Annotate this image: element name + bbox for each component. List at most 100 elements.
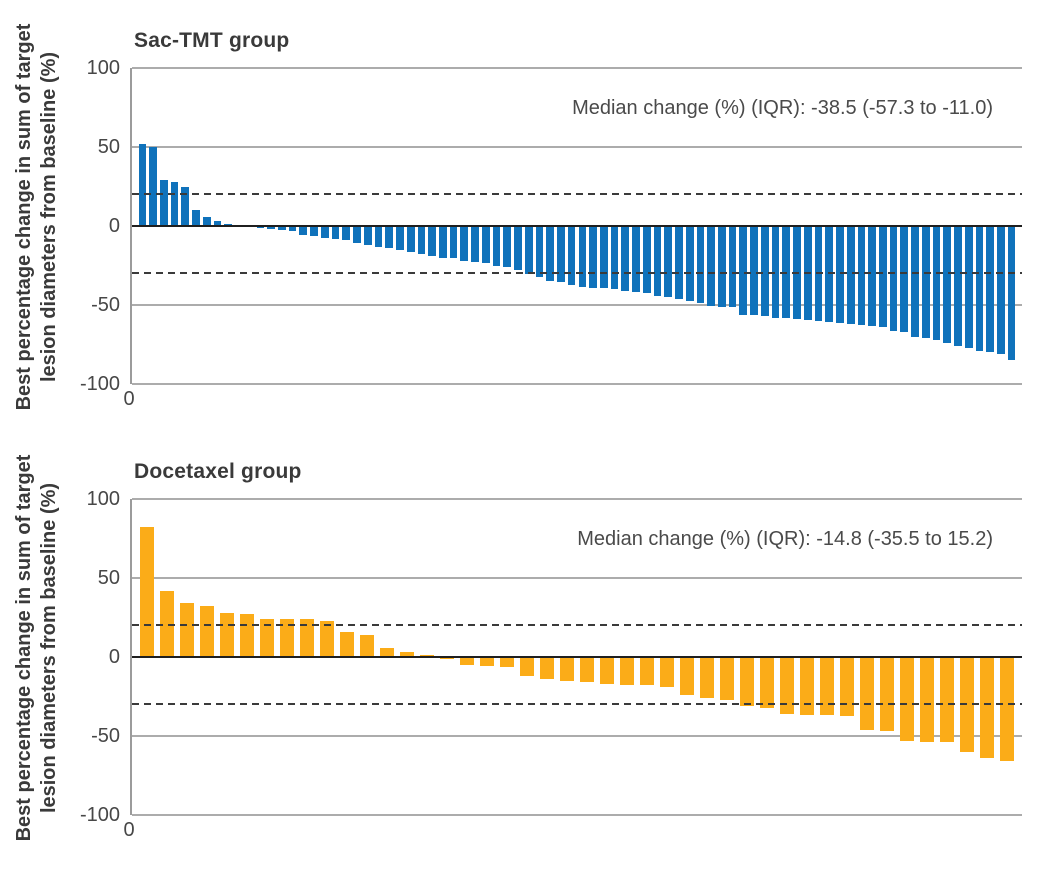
waterfall-bar	[900, 226, 909, 332]
waterfall-bar	[659, 657, 675, 688]
y-tick-label: 100	[86, 488, 120, 510]
waterfall-bar	[728, 226, 737, 308]
waterfall-bar	[278, 226, 286, 230]
waterfall-bar	[428, 226, 436, 257]
waterfall-bar	[975, 226, 984, 351]
waterfall-bar	[859, 657, 875, 730]
waterfall-bar	[642, 226, 651, 294]
waterfall-bar	[750, 226, 758, 316]
waterfall-bar	[782, 226, 791, 319]
waterfall-bar	[621, 226, 630, 291]
gridline	[132, 498, 1022, 500]
waterfall-bar	[179, 603, 195, 657]
waterfall-bar	[664, 226, 673, 298]
reference-dashed-line	[132, 193, 1022, 196]
waterfall-bar	[471, 226, 479, 263]
gridline	[132, 304, 1022, 306]
waterfall-bar	[857, 226, 866, 325]
waterfall-bar	[559, 657, 575, 681]
gridline	[132, 146, 1022, 148]
waterfall-bar	[310, 226, 318, 237]
waterfall-bar	[932, 226, 941, 340]
waterfall-bar	[997, 226, 1005, 354]
waterfall-bar	[679, 657, 695, 695]
waterfall-bar	[911, 226, 919, 337]
waterfall-bar	[846, 226, 855, 324]
waterfall-bar	[771, 226, 780, 318]
waterfall-bar	[619, 657, 635, 685]
waterfall-bar	[639, 657, 655, 686]
zero-axis-line	[132, 655, 1022, 659]
y-tick-label: 50	[97, 567, 120, 589]
waterfall-bar	[449, 226, 458, 259]
waterfall-bar	[760, 226, 769, 317]
waterfall-bar	[921, 226, 930, 339]
waterfall-bar	[819, 657, 835, 716]
waterfall-bar	[718, 226, 726, 307]
waterfall-bar	[385, 226, 394, 249]
waterfall-bar	[759, 657, 775, 708]
waterfall-bar	[999, 657, 1015, 762]
waterfall-bar	[359, 634, 375, 657]
waterfall-bar	[417, 226, 426, 254]
waterfall-bar	[589, 226, 597, 288]
waterfall-bar	[1007, 226, 1016, 360]
waterfall-bar	[546, 226, 555, 281]
y-axis-ticks-sac: 100 50 0 -50 -100	[28, 57, 120, 395]
y-axis-ticks-doc: 100 50 0 -50 -100	[28, 488, 120, 826]
waterfall-bar	[599, 226, 608, 289]
waterfall-bar	[653, 226, 662, 296]
waterfall-bar	[159, 180, 168, 226]
waterfall-bar	[919, 657, 935, 742]
waterfall-bar	[331, 226, 340, 240]
zero-axis-line	[132, 224, 1022, 228]
reference-dashed-line	[132, 272, 1022, 275]
waterfall-bar	[579, 657, 595, 683]
waterfall-bar	[632, 226, 640, 293]
waterfall-bar	[739, 226, 748, 316]
waterfall-bar	[181, 186, 190, 226]
median-annotation-sac: Median change (%) (IQR): -38.5 (-57.3 to…	[572, 97, 993, 119]
waterfall-bar	[259, 619, 275, 657]
waterfall-bar	[396, 226, 404, 251]
waterfall-bar	[979, 657, 995, 759]
plot-area-sac	[130, 67, 1022, 385]
panel-docetaxel: Best percentage change in sum of target …	[0, 431, 1059, 869]
waterfall-bar	[492, 226, 501, 266]
waterfall-bar	[868, 226, 876, 327]
median-annotation-doc: Median change (%) (IQR): -14.8 (-35.5 to…	[577, 528, 993, 550]
waterfall-bar	[239, 614, 255, 657]
waterfall-bar	[557, 226, 565, 283]
waterfall-bar	[299, 226, 308, 235]
waterfall-bar	[149, 147, 157, 226]
waterfall-bar	[878, 226, 887, 328]
y-tick-label: -50	[91, 725, 120, 747]
y-tick-label: -100	[79, 804, 120, 826]
waterfall-bar	[279, 619, 295, 657]
y-tick-label: -50	[91, 294, 120, 316]
reference-dashed-line	[132, 703, 1022, 706]
waterfall-bar	[139, 527, 155, 657]
waterfall-bar	[288, 226, 297, 231]
waterfall-bar	[836, 226, 844, 324]
waterfall-bar	[524, 226, 533, 275]
waterfall-bar	[459, 657, 475, 665]
waterfall-bar	[406, 226, 415, 253]
y-tick-label: 50	[97, 136, 120, 158]
waterfall-bar	[567, 226, 576, 286]
waterfall-bar	[939, 657, 955, 743]
gridline	[132, 735, 1022, 737]
waterfall-bar	[964, 226, 973, 349]
plot-area-doc	[130, 498, 1022, 816]
reference-dashed-line	[132, 624, 1022, 627]
waterfall-bar	[535, 226, 544, 278]
waterfall-bar	[379, 647, 395, 657]
waterfall-bar	[170, 181, 179, 226]
waterfall-bar	[267, 226, 275, 230]
waterfall-bar	[353, 226, 361, 243]
waterfall-bar	[799, 657, 815, 716]
waterfall-bar	[839, 657, 855, 717]
waterfall-bar	[374, 226, 383, 247]
waterfall-bar	[719, 657, 735, 700]
gridline	[132, 577, 1022, 579]
